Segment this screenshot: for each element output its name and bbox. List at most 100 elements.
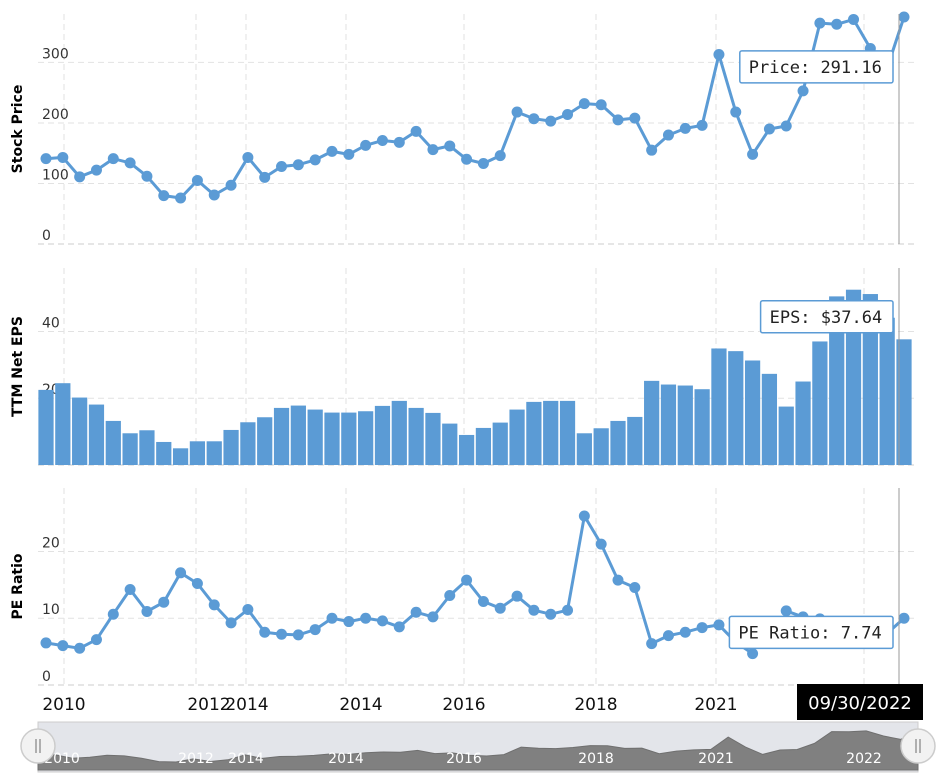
data-point[interactable] [646, 144, 658, 156]
data-point[interactable] [511, 106, 523, 118]
data-point[interactable] [562, 604, 574, 616]
data-point[interactable] [175, 192, 187, 204]
data-point[interactable] [410, 125, 422, 137]
data-point[interactable] [545, 608, 557, 620]
navigator[interactable]: 2010 2012 2014 2014 2016 2018 2021 2022 [20, 721, 936, 773]
data-point[interactable] [629, 582, 641, 594]
data-point[interactable] [208, 599, 220, 611]
data-point[interactable] [40, 637, 52, 649]
handle-circle[interactable] [20, 728, 56, 764]
data-point[interactable] [242, 151, 254, 163]
data-point[interactable] [191, 577, 203, 589]
data-point[interactable] [780, 605, 792, 617]
data-point[interactable] [898, 612, 910, 624]
data-point[interactable] [562, 108, 574, 120]
data-point[interactable] [225, 617, 237, 629]
data-point[interactable] [612, 574, 624, 586]
data-point[interactable] [376, 615, 388, 627]
data-point[interactable] [494, 150, 506, 162]
data-point[interactable] [376, 135, 388, 146]
data-point[interactable] [662, 129, 674, 141]
data-point[interactable] [545, 115, 557, 127]
data-point[interactable] [730, 106, 742, 118]
data-point[interactable] [309, 154, 321, 166]
data-point[interactable] [259, 171, 271, 183]
data-point[interactable] [292, 159, 304, 171]
data-point[interactable] [276, 628, 288, 640]
data-point[interactable] [427, 144, 439, 156]
navigator-area [37, 729, 919, 771]
data-point[interactable] [393, 621, 405, 633]
data-point[interactable] [141, 170, 153, 182]
navigator-left-handle[interactable] [20, 728, 56, 764]
data-point[interactable] [898, 11, 910, 23]
data-point[interactable] [292, 629, 304, 641]
data-point[interactable] [679, 122, 691, 134]
data-point[interactable] [393, 136, 405, 148]
data-point[interactable] [595, 538, 607, 550]
data-point[interactable] [831, 18, 843, 30]
data-point[interactable] [57, 640, 69, 652]
data-point[interactable] [309, 624, 321, 636]
data-point[interactable] [494, 602, 506, 614]
data-point[interactable] [74, 642, 86, 654]
data-point[interactable] [326, 145, 338, 157]
data-point[interactable] [578, 98, 590, 110]
data-point[interactable] [444, 590, 456, 602]
data-point[interactable] [595, 99, 607, 111]
data-point[interactable] [57, 151, 69, 163]
data-point[interactable] [208, 189, 220, 201]
data-point[interactable] [747, 648, 759, 660]
navigator-right-handle[interactable] [900, 728, 936, 764]
data-point[interactable] [477, 158, 489, 169]
data-point[interactable] [696, 622, 708, 634]
data-point[interactable] [410, 606, 422, 618]
data-point[interactable] [259, 626, 271, 638]
data-point[interactable] [713, 619, 725, 631]
data-point[interactable] [158, 596, 170, 608]
data-point[interactable] [124, 157, 136, 169]
data-point[interactable] [326, 612, 338, 624]
data-point[interactable] [141, 606, 153, 618]
data-point[interactable] [578, 510, 590, 522]
data-point[interactable] [360, 612, 372, 624]
data-point[interactable] [107, 608, 119, 620]
data-point[interactable] [40, 153, 52, 165]
data-point[interactable] [242, 604, 254, 616]
data-point[interactable] [511, 590, 523, 602]
data-point[interactable] [74, 171, 86, 183]
data-point[interactable] [124, 584, 136, 596]
data-point[interactable] [461, 153, 473, 165]
handle-circle[interactable] [900, 728, 936, 764]
data-point[interactable] [191, 174, 203, 186]
data-point[interactable] [107, 153, 119, 165]
data-point[interactable] [679, 626, 691, 638]
data-point[interactable] [763, 123, 775, 135]
data-point[interactable] [427, 611, 439, 623]
data-point[interactable] [780, 120, 792, 132]
data-point[interactable] [528, 113, 540, 125]
data-point[interactable] [814, 17, 826, 29]
data-point[interactable] [343, 616, 355, 628]
data-point[interactable] [225, 179, 237, 191]
data-point[interactable] [747, 148, 759, 160]
data-point[interactable] [90, 634, 102, 646]
data-point[interactable] [629, 112, 641, 124]
data-point[interactable] [612, 114, 624, 126]
data-point[interactable] [158, 190, 170, 202]
data-point[interactable] [713, 49, 725, 61]
data-point[interactable] [175, 567, 187, 579]
data-point[interactable] [528, 604, 540, 616]
data-point[interactable] [646, 638, 658, 650]
data-point[interactable] [360, 139, 372, 151]
data-point[interactable] [461, 574, 473, 586]
data-point[interactable] [662, 630, 674, 642]
data-point[interactable] [276, 161, 288, 173]
data-point[interactable] [444, 140, 456, 152]
data-point[interactable] [343, 148, 355, 160]
data-point[interactable] [797, 85, 809, 97]
data-point[interactable] [848, 13, 860, 25]
data-point[interactable] [90, 164, 102, 176]
data-point[interactable] [696, 119, 708, 131]
data-point[interactable] [477, 596, 489, 608]
